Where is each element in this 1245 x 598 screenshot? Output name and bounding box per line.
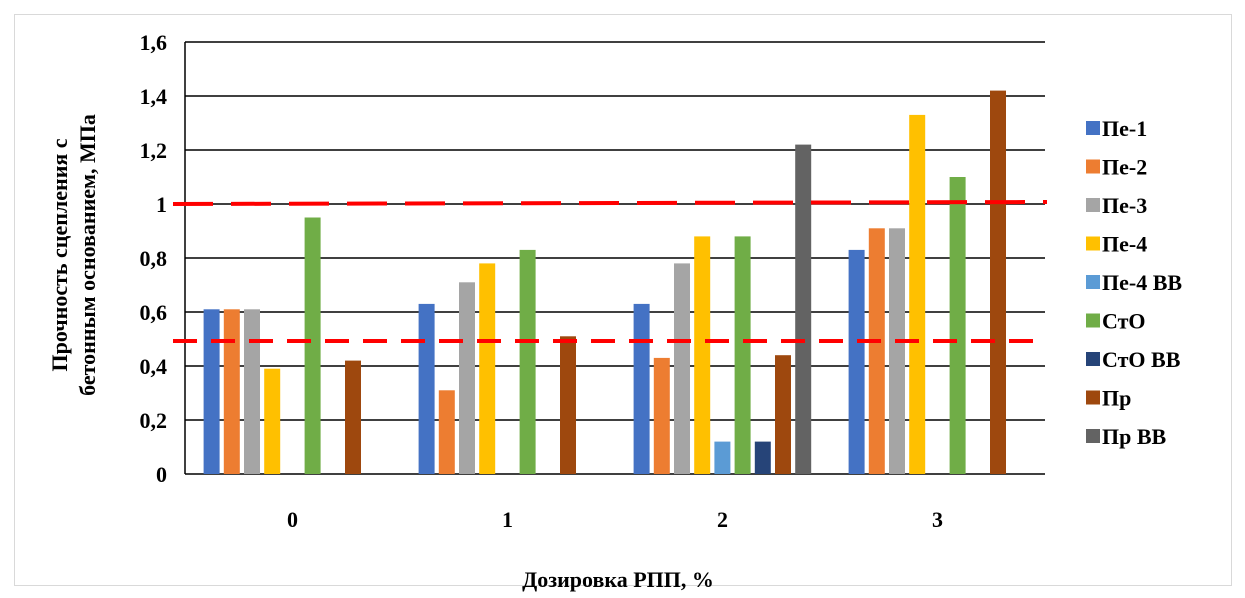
bar	[459, 282, 475, 474]
legend-swatch	[1086, 198, 1100, 212]
x-tick-label: 0	[287, 507, 298, 532]
bar	[479, 263, 496, 474]
x-tick-label: 1	[502, 507, 513, 532]
bar	[734, 236, 751, 474]
y-tick-label: 1,2	[140, 138, 168, 163]
bar	[990, 90, 1006, 474]
bar	[560, 336, 576, 474]
bar	[223, 309, 240, 474]
y-tick-label: 1,4	[140, 84, 168, 109]
legend-swatch	[1086, 236, 1100, 251]
legend-entry: Пе-4	[1102, 232, 1147, 257]
x-tick-label: 3	[932, 507, 943, 532]
legend-entry: Пр	[1102, 386, 1131, 411]
bar	[754, 441, 771, 474]
bar	[519, 249, 536, 474]
legend-swatch	[1086, 121, 1100, 135]
legend-entry: СтО ВВ	[1102, 347, 1181, 372]
legend-swatch	[1086, 429, 1100, 443]
y-axis-title: Прочность сцепления с бетонным основание…	[47, 114, 100, 396]
y-tick-label: 0,4	[140, 354, 168, 379]
legend-swatch	[1086, 390, 1100, 405]
bar	[909, 114, 926, 475]
x-tick-labels: 0 1 2 3	[287, 507, 943, 532]
bar	[304, 217, 321, 474]
bar	[633, 303, 650, 474]
legend-entry: Пр ВВ	[1102, 424, 1167, 449]
legend-swatch	[1086, 313, 1100, 328]
legend-entry: Пе-4 ВВ	[1102, 270, 1182, 295]
bar	[949, 177, 966, 474]
y-tick-labels: 0 0,2 0,4 0,6 0,8 1 1,2 1,4 1,6	[140, 30, 168, 487]
y-tick-label: 1,6	[140, 30, 168, 55]
legend-swatch	[1086, 159, 1100, 174]
bar	[694, 236, 711, 474]
y-axis-title-line-1: Прочность сцепления с	[47, 138, 72, 371]
bar	[438, 390, 455, 474]
y-axis-title-line-2: бетонным основанием, МПа	[75, 114, 100, 396]
bar	[714, 441, 731, 474]
bars	[203, 90, 1006, 475]
y-tick-label: 0,8	[140, 246, 168, 271]
legend-entry: Пе-1	[1102, 116, 1147, 141]
legend-entry: СтО	[1102, 309, 1146, 334]
reference-lines	[172, 200, 1048, 343]
y-tick-label: 0,2	[140, 408, 168, 433]
legend: Пе-1 Пе-2 Пе-3 Пе-4 Пе-4 ВВ СтО СтО ВВ Пр Пр ВВ	[1086, 116, 1182, 449]
bar	[345, 360, 361, 474]
y-tick-label: 0	[156, 462, 167, 487]
bar	[848, 249, 865, 474]
x-axis-title: Дозировка РПП, %	[522, 567, 714, 592]
bar	[244, 309, 260, 474]
bar	[264, 368, 281, 474]
y-tick-label: 1	[156, 192, 167, 217]
bar	[653, 357, 670, 474]
bar	[203, 309, 220, 474]
bar	[868, 228, 885, 474]
legend-entry: Пе-2	[1102, 155, 1147, 180]
reference-line	[172, 200, 1048, 206]
legend-swatch	[1086, 275, 1100, 289]
chart-frame	[14, 14, 1232, 586]
bar	[674, 263, 690, 474]
bar	[418, 303, 435, 474]
bar	[795, 144, 812, 474]
x-tick-label: 2	[717, 507, 728, 532]
legend-entry: Пе-3	[1102, 193, 1147, 218]
bar	[889, 228, 905, 474]
y-tick-label: 0,6	[140, 300, 168, 325]
bar	[775, 355, 791, 474]
legend-swatch	[1086, 352, 1100, 366]
